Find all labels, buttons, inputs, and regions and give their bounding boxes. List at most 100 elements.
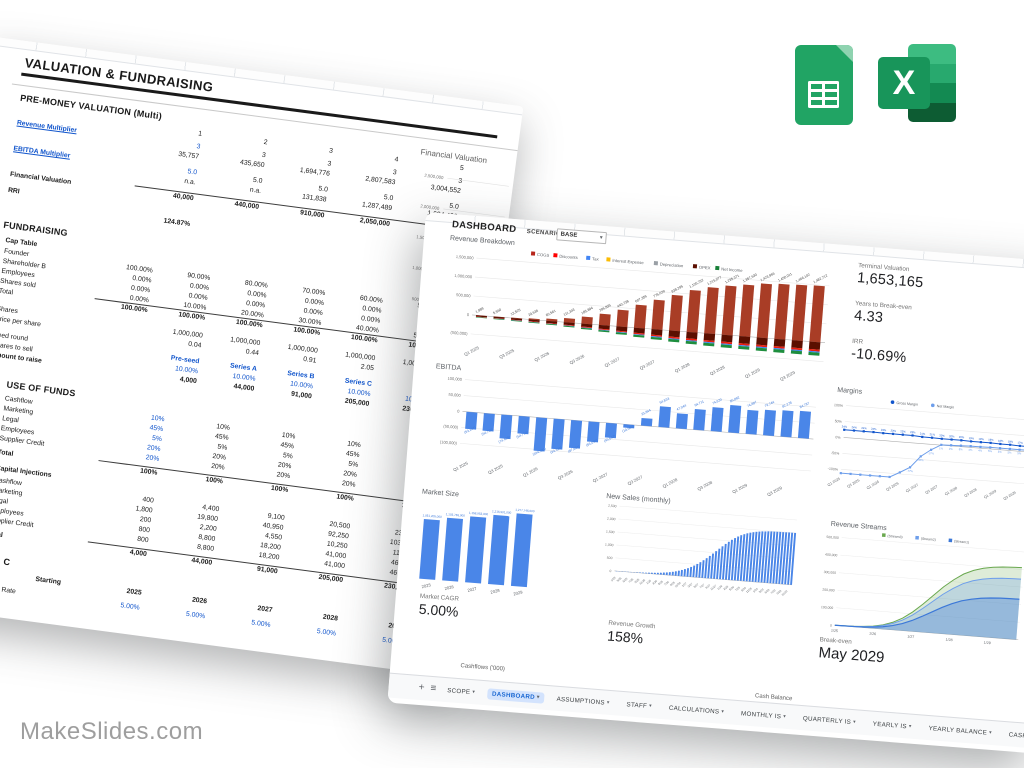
cell: 5.00% xyxy=(185,610,206,621)
chevron-down-icon: ▾ xyxy=(908,723,912,730)
sheet-tab-yearly-balance[interactable]: YEARLY BALANCE ▾ xyxy=(923,722,997,739)
row-label: e Rate xyxy=(0,586,17,596)
excel-icon: X xyxy=(878,40,964,126)
svg-text:2029: 2029 xyxy=(513,589,524,596)
svg-text:3%: 3% xyxy=(959,447,964,451)
sheet-tab-cashflow[interactable]: CASHFLOW▾ xyxy=(1003,728,1024,743)
svg-text:Q3 2028: Q3 2028 xyxy=(964,488,978,498)
svg-text:1/25: 1/25 xyxy=(831,629,838,634)
svg-text:Net Income: Net Income xyxy=(721,266,743,273)
svg-text:Q3 2026: Q3 2026 xyxy=(557,468,574,480)
sheet-tab-dashboard[interactable]: DASHBOARD ▾ xyxy=(486,687,546,704)
sheet-tab-quarterly-is[interactable]: QUARTERLY IS ▾ xyxy=(798,712,862,728)
svg-text:(53,147): (53,147) xyxy=(463,426,476,435)
svg-text:2,500,000: 2,500,000 xyxy=(424,173,444,181)
svg-text:(94,334): (94,334) xyxy=(550,446,563,455)
chevron-down-icon: ▾ xyxy=(536,694,540,701)
svg-text:9/28: 9/28 xyxy=(740,586,747,593)
svg-text:0: 0 xyxy=(609,569,611,573)
tab-label: STAFF xyxy=(626,700,648,710)
svg-text:Q3 2025: Q3 2025 xyxy=(846,478,860,488)
svg-text:Depreciation: Depreciation xyxy=(660,262,684,269)
svg-text:11/25: 11/25 xyxy=(638,578,646,586)
svg-text:4%: 4% xyxy=(978,448,983,452)
cell xyxy=(89,344,143,351)
cell: 5.00% xyxy=(250,619,271,629)
revenue-growth-stat: Revenue Growth 158% xyxy=(607,620,656,648)
svg-text:23%: 23% xyxy=(890,429,896,433)
tab-label: YEARLY IS xyxy=(872,720,908,730)
add-sheet-button[interactable]: + xyxy=(418,681,425,694)
svg-text:0%: 0% xyxy=(835,435,841,439)
svg-text:Q1 2029: Q1 2029 xyxy=(983,489,997,499)
svg-text:(45,647): (45,647) xyxy=(603,434,616,443)
svg-text:200,000: 200,000 xyxy=(822,588,835,593)
svg-text:1/26: 1/26 xyxy=(869,632,876,637)
svg-text:Revenue Breakdown: Revenue Breakdown xyxy=(450,235,515,247)
svg-text:2%: 2% xyxy=(949,447,954,451)
row-label: Capital Injections xyxy=(0,464,52,480)
svg-text:1/28: 1/28 xyxy=(716,584,723,591)
svg-text:84,787: 84,787 xyxy=(799,401,810,409)
sheet-tab-scope[interactable]: SCOPE ▾ xyxy=(442,684,481,698)
sheet-tab-monthly-is[interactable]: MONTHLY IS ▾ xyxy=(736,707,792,722)
kpi-irr: IRR -10.69% xyxy=(851,338,1024,377)
stat-value: 5.00% xyxy=(418,600,460,620)
svg-text:(100,000): (100,000) xyxy=(440,439,458,445)
ebitda-chart: EBITDA 100,000 50,000 0 (50,000) (100,000) (53… xyxy=(420,359,821,523)
svg-text:2026: 2026 xyxy=(444,584,455,591)
svg-text:1,423,966: 1,423,966 xyxy=(760,272,776,283)
chevron-down-icon: ▾ xyxy=(599,234,603,241)
scenario-value: BASE xyxy=(560,231,578,239)
svg-text:Q3 2027: Q3 2027 xyxy=(925,484,939,494)
svg-text:1,989: 1,989 xyxy=(475,306,485,314)
svg-text:82,278: 82,278 xyxy=(781,401,792,409)
svg-text:(54,704): (54,704) xyxy=(481,427,494,436)
cashflows-section-label: Cashflows ('000) xyxy=(460,663,506,673)
all-sheets-icon[interactable]: ≡ xyxy=(430,682,437,695)
row-label: C xyxy=(2,556,11,568)
svg-text:29,636: 29,636 xyxy=(528,309,539,318)
svg-text:64,711: 64,711 xyxy=(694,399,705,407)
svg-text:-100%: -100% xyxy=(828,467,839,472)
svg-text:18%: 18% xyxy=(1008,439,1014,443)
tab-label: MONTHLY IS xyxy=(740,709,782,720)
row-label: Shares xyxy=(0,305,19,316)
svg-text:Margins: Margins xyxy=(837,387,863,396)
svg-text:Q3 2029: Q3 2029 xyxy=(766,485,783,497)
svg-text:0: 0 xyxy=(830,623,832,627)
stat-value: 158% xyxy=(606,627,644,647)
svg-text:1/29: 1/29 xyxy=(752,587,759,594)
svg-text:1/29: 1/29 xyxy=(984,641,991,646)
sheet-tab-yearly-is[interactable]: YEARLY IS ▾ xyxy=(867,718,917,733)
chevron-down-icon: ▾ xyxy=(988,729,993,736)
svg-text:COGS: COGS xyxy=(537,252,550,258)
svg-text:(Stream3): (Stream3) xyxy=(887,534,902,539)
svg-text:1,466,102: 1,466,102 xyxy=(795,273,811,284)
svg-text:9/27: 9/27 xyxy=(704,583,711,590)
svg-text:23,844: 23,844 xyxy=(640,408,651,416)
svg-text:EBITDA: EBITDA xyxy=(436,363,462,372)
sheet-tab-assumptions[interactable]: ASSUMPTIONS ▾ xyxy=(551,693,615,709)
svg-text:(Stream2): (Stream2) xyxy=(921,537,936,542)
svg-text:1/26: 1/26 xyxy=(645,578,652,585)
svg-text:19%: 19% xyxy=(968,436,974,440)
svg-text:20%: 20% xyxy=(959,435,965,439)
svg-text:Q3 2028: Q3 2028 xyxy=(709,364,726,376)
sheet-tab-staff[interactable]: STAFF ▾ xyxy=(621,698,657,712)
svg-text:Q1 2028: Q1 2028 xyxy=(674,361,691,373)
revenue-streams-chart: Revenue Streams (Stream3) (Stream2) (Stream… xyxy=(814,516,1024,674)
row-label: Seed round xyxy=(0,331,29,343)
chevron-down-icon: ▾ xyxy=(721,708,725,715)
sheet-tab-calculations[interactable]: CALCULATIONS ▾ xyxy=(663,702,729,718)
svg-text:100,000: 100,000 xyxy=(447,376,463,382)
svg-text:9/29: 9/29 xyxy=(776,589,783,596)
svg-text:5,560: 5,560 xyxy=(492,308,502,316)
svg-text:21%: 21% xyxy=(920,432,926,436)
tab-label: QUARTERLY IS xyxy=(802,714,852,726)
svg-text:1,500,000: 1,500,000 xyxy=(456,254,475,260)
row-label: RRI xyxy=(7,186,21,196)
svg-text:1/28: 1/28 xyxy=(945,638,952,643)
svg-text:2,000: 2,000 xyxy=(607,517,616,522)
svg-text:440,738: 440,738 xyxy=(617,299,630,308)
